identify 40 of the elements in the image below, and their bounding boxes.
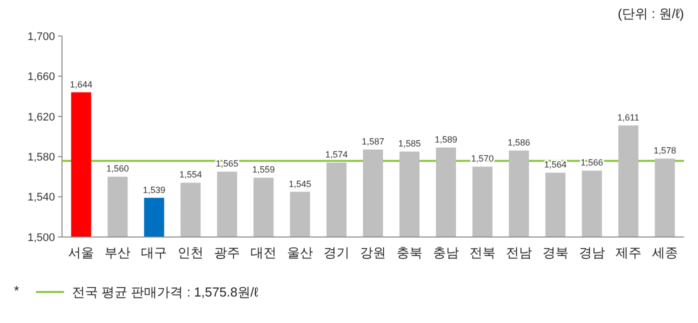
x-tick-label: 충남 (432, 245, 459, 260)
y-tick-label: 1,620 (27, 111, 55, 124)
x-tick-label: 제주 (615, 245, 642, 260)
y-tick-label: 1,500 (27, 232, 55, 244)
data-label: 1,574 (325, 150, 348, 160)
x-tick-label: 경기 (324, 245, 350, 260)
y-tick-label: 1,580 (27, 151, 55, 164)
y-tick-label: 1,660 (27, 71, 55, 84)
y-tick-label: 1,700 (27, 30, 55, 43)
x-tick-label: 강원 (360, 245, 386, 260)
legend-label: 전국 평균 판매가격 : 1,575.8원/ℓ (72, 284, 260, 300)
x-tick-label: 전북 (469, 245, 496, 260)
data-label: 1,539 (142, 184, 166, 195)
x-tick-label: 부산 (104, 245, 131, 260)
data-label: 1,589 (434, 134, 458, 145)
x-tick-label: 전남 (506, 245, 532, 260)
data-label: 1,560 (106, 164, 129, 174)
x-tick-label: 경남 (578, 245, 605, 260)
data-label: 1,578 (654, 146, 676, 156)
data-label: 1,586 (508, 138, 530, 148)
x-tick-label: 대전 (250, 245, 277, 260)
data-label: 1,587 (362, 136, 384, 147)
y-tick-label: 1,540 (27, 192, 55, 204)
data-label: 1,545 (288, 178, 312, 189)
data-label: 1,554 (179, 170, 202, 180)
text: * (14, 283, 20, 298)
x-tick-label: 인천 (178, 245, 204, 260)
data-label: 1,585 (398, 138, 421, 149)
data-label: 1,644 (70, 79, 92, 90)
x-tick-label: 대구 (141, 245, 168, 260)
x-tick-label: 경북 (542, 245, 568, 260)
data-label: 1,564 (544, 160, 567, 170)
data-label: 1,559 (252, 164, 275, 175)
x-tick-label: 세종 (652, 245, 678, 260)
text: (단위 : 원/ℓ) (618, 6, 684, 21)
x-tick-label: 울산 (287, 245, 314, 260)
x-tick-label: 충북 (396, 245, 422, 260)
x-tick-label: 서울 (68, 245, 94, 260)
x-tick-label: 광주 (214, 245, 240, 260)
data-label: 1,611 (617, 112, 640, 122)
